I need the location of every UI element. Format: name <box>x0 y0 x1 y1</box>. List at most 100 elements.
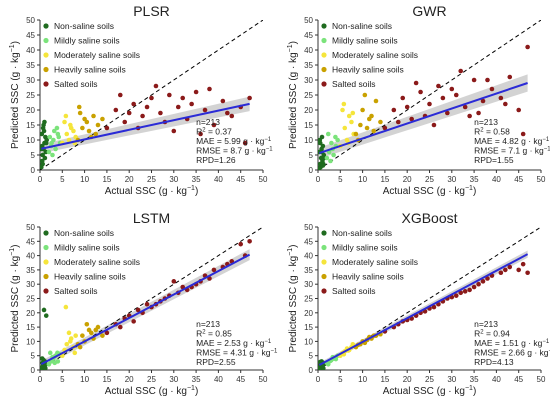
y-tick-label: 35 <box>26 266 35 275</box>
y-tick-label: 20 <box>26 309 35 318</box>
y-tick-label: 15 <box>304 121 313 130</box>
legend-marker <box>43 81 49 87</box>
data-point <box>73 333 78 338</box>
x-tick-label: 15 <box>380 375 389 384</box>
x-tick-label: 40 <box>492 175 501 184</box>
data-point <box>458 68 464 74</box>
data-point <box>453 293 459 298</box>
x-tick-label: 50 <box>259 175 268 184</box>
stat-text: RMSE = 8.7 g · kg−1 <box>196 146 273 156</box>
data-point <box>242 140 248 146</box>
stat-text: n=213 <box>474 117 498 127</box>
legend-marker <box>321 23 327 29</box>
identity-line <box>40 20 263 170</box>
data-point <box>51 128 57 134</box>
x-tick-label: 10 <box>358 375 367 384</box>
x-tick-label: 25 <box>147 175 156 184</box>
data-point <box>47 350 53 356</box>
data-point <box>516 267 521 273</box>
stat-text: n=213 <box>474 319 498 329</box>
x-tick-label: 35 <box>192 375 201 384</box>
data-point <box>220 98 226 104</box>
x-tick-label: 20 <box>403 175 412 184</box>
x-tick-label: 10 <box>80 375 89 384</box>
legend-label: Non-saline soils <box>54 21 114 31</box>
confidence-band <box>41 96 250 154</box>
series-salted-soils <box>382 261 530 334</box>
data-point <box>175 104 181 110</box>
data-point <box>319 134 325 140</box>
legend-marker <box>321 52 327 58</box>
x-tick-label: 35 <box>192 175 201 184</box>
data-point <box>346 113 352 119</box>
data-point <box>462 104 468 110</box>
stat-text: MAE = 2.53 g · kg−1 <box>196 338 272 348</box>
legend-marker <box>43 66 49 73</box>
x-tick-label: 20 <box>125 375 134 384</box>
data-point <box>72 350 78 356</box>
x-tick-label: 5 <box>338 175 343 184</box>
legend-marker <box>321 66 327 73</box>
data-point <box>40 356 45 361</box>
data-point <box>458 290 464 296</box>
data-point <box>476 281 481 287</box>
data-point <box>211 267 217 273</box>
data-point <box>328 158 333 164</box>
y-tick-label: 0 <box>309 166 314 175</box>
x-tick-label: 10 <box>80 175 89 184</box>
panel-title: XGBoost <box>401 210 457 226</box>
data-point <box>225 110 230 116</box>
y-tick-label: 40 <box>26 252 35 261</box>
y-tick-label: 30 <box>304 280 313 289</box>
data-point <box>66 137 72 143</box>
x-tick-label: 0 <box>38 175 43 184</box>
x-tick-label: 15 <box>102 175 111 184</box>
panel-xgboost: XGBoost 00 5 5 10 10 15 15 20 20 25 25 30 30 35 35 40 40 4… <box>287 210 550 397</box>
legend-label: Heavily saline soils <box>54 65 126 75</box>
data-point <box>77 110 83 116</box>
fit-line <box>41 102 250 150</box>
stat-text: R2 = 0.94 <box>474 329 510 339</box>
data-point <box>68 122 73 128</box>
data-point <box>324 155 330 161</box>
data-point <box>467 287 472 293</box>
data-point <box>71 128 76 134</box>
x-tick-label: 25 <box>425 375 434 384</box>
data-point <box>436 83 441 89</box>
x-tick-label: 5 <box>338 375 343 384</box>
data-point <box>498 95 504 101</box>
data-point <box>76 104 82 110</box>
data-point <box>63 304 69 310</box>
data-point <box>325 361 331 367</box>
data-point <box>189 101 194 107</box>
y-tick-label: 45 <box>26 237 35 246</box>
data-point <box>471 284 477 290</box>
data-point <box>349 119 354 125</box>
y-tick-label: 5 <box>31 352 36 361</box>
stat-text: R2 = 0.85 <box>196 329 232 339</box>
y-tick-label: 0 <box>309 366 314 375</box>
legend-marker <box>321 273 327 280</box>
data-point <box>413 80 419 86</box>
data-point <box>489 86 495 92</box>
data-point <box>84 321 90 327</box>
legend-label: Moderately saline soils <box>332 50 418 60</box>
data-point <box>471 77 477 83</box>
stat-text: R2 = 0.37 <box>196 127 232 137</box>
y-tick-label: 50 <box>304 223 313 232</box>
data-point <box>126 110 132 116</box>
data-point <box>91 113 96 119</box>
data-point <box>362 92 368 98</box>
data-point <box>64 131 70 137</box>
y-tick-label: 10 <box>304 136 313 145</box>
data-point <box>131 319 136 324</box>
y-tick-label: 35 <box>304 266 313 275</box>
x-tick-label: 30 <box>447 175 456 184</box>
data-point <box>144 104 150 110</box>
legend-label: Salted soils <box>332 79 375 89</box>
data-point <box>68 339 73 344</box>
legend-marker <box>321 259 327 265</box>
x-axis-label: Actual SSC (g · kg−1) <box>383 385 477 397</box>
stat-text: RMSE = 2.66 g · kg−1 <box>474 348 550 358</box>
